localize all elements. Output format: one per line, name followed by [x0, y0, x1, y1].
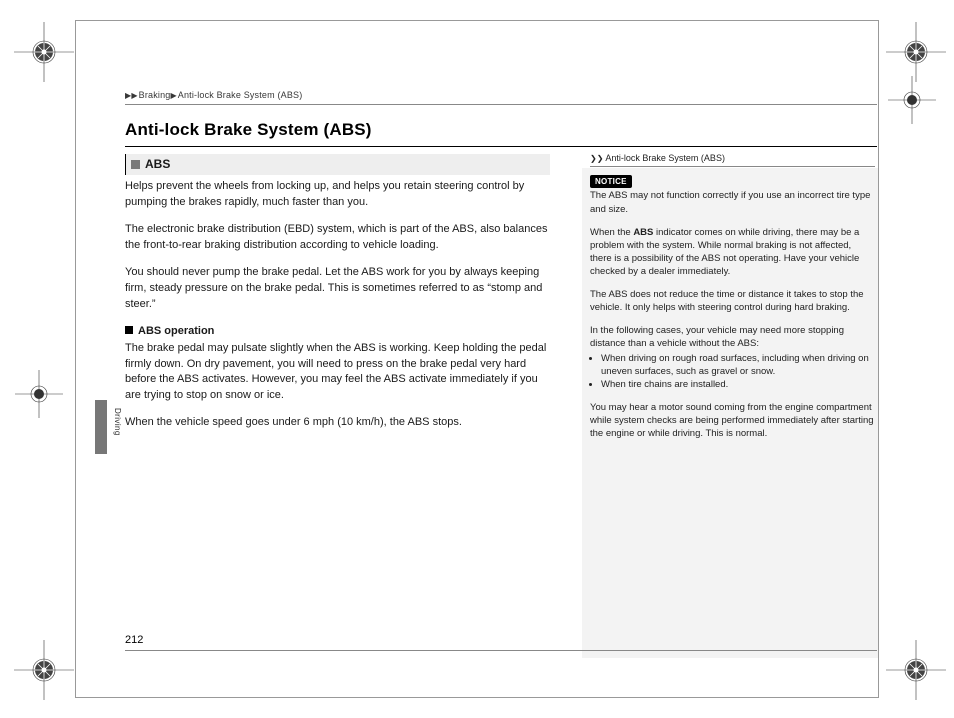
list-item: When driving on rough road surfaces, inc… — [601, 352, 875, 378]
subheading-text: ABS — [145, 156, 170, 173]
chevron-icon: ❯❯ — [590, 153, 603, 164]
main-column: ABS Helps prevent the wheels from lockin… — [125, 154, 550, 443]
section-tab — [95, 400, 107, 454]
rule-title — [125, 146, 877, 147]
abs-indicator-label: ABS — [633, 227, 653, 238]
breadcrumb: ▶▶Braking▶Anti-lock Brake System (ABS) — [125, 90, 302, 100]
side-title: ❯❯Anti-lock Brake System (ABS) — [590, 152, 875, 167]
crop-mark-br — [886, 640, 946, 700]
body-paragraph: The electronic brake distribution (EBD) … — [125, 222, 550, 253]
rule-bottom — [125, 650, 877, 651]
crop-mark-bl — [14, 640, 74, 700]
side-paragraph: In the following cases, your vehicle may… — [590, 324, 875, 350]
body-paragraph: Helps prevent the wheels from locking up… — [125, 179, 550, 210]
side-title-text: Anti-lock Brake System (ABS) — [605, 153, 725, 163]
notice-badge: NOTICE — [590, 175, 632, 188]
crop-mark-tl — [14, 22, 74, 82]
side-paragraph: The ABS may not function correctly if yo… — [590, 189, 875, 215]
side-paragraph: The ABS does not reduce the time or dist… — [590, 288, 875, 314]
body-paragraph: You should never pump the brake pedal. L… — [125, 265, 550, 312]
section-tab-label: Driving — [113, 408, 122, 436]
square-bullet-icon — [125, 326, 133, 334]
list-item: When tire chains are installed. — [601, 378, 875, 391]
crop-mark-tr — [886, 22, 946, 82]
section-heading: ABS operation — [125, 324, 550, 340]
side-bullet-list: When driving on rough road surfaces, inc… — [590, 352, 875, 391]
breadcrumb-arrow-icon: ▶▶ — [125, 91, 138, 100]
section-heading-text: ABS operation — [138, 325, 214, 337]
square-bullet-icon — [131, 160, 140, 169]
body-paragraph: The brake pedal may pulsate slightly whe… — [125, 341, 550, 403]
side-paragraph: You may hear a motor sound coming from t… — [590, 401, 875, 440]
breadcrumb-part2: Anti-lock Brake System (ABS) — [178, 90, 303, 100]
side-mark-left — [15, 370, 63, 418]
body-paragraph: When the vehicle speed goes under 6 mph … — [125, 415, 550, 431]
breadcrumb-part1: Braking — [139, 90, 171, 100]
page-number: 212 — [125, 634, 143, 646]
side-mark-right — [888, 76, 936, 124]
breadcrumb-arrow-icon: ▶ — [170, 91, 176, 100]
subheading-bar: ABS — [125, 154, 550, 175]
page-title: Anti-lock Brake System (ABS) — [125, 120, 372, 140]
rule-top — [125, 104, 877, 105]
side-column: ❯❯Anti-lock Brake System (ABS) NOTICE Th… — [590, 152, 875, 450]
side-paragraph: When the ABS indicator comes on while dr… — [590, 226, 875, 278]
